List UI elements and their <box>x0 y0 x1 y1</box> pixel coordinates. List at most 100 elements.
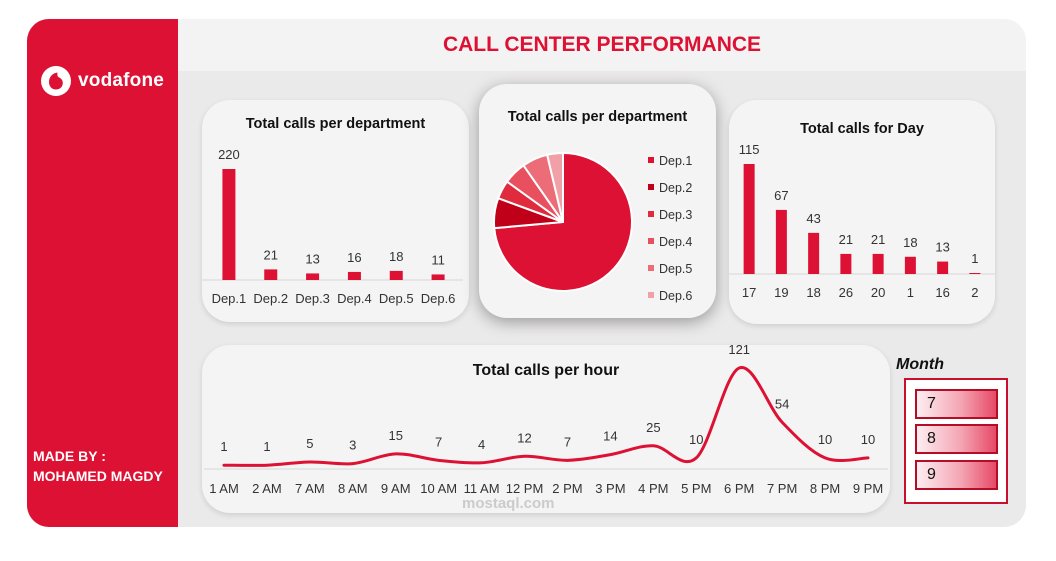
data-label: 67 <box>774 188 788 203</box>
data-label: 10 <box>689 432 703 447</box>
x-tick-label: 7 PM <box>767 481 797 496</box>
chart-title: Total calls per department <box>245 116 426 132</box>
bar <box>775 209 787 274</box>
legend-label: Dep.5 <box>659 262 692 276</box>
x-tick-label: Dep.2 <box>253 291 288 306</box>
legend-label: Dep.1 <box>659 154 692 168</box>
bar <box>904 256 916 274</box>
bar <box>937 261 949 274</box>
x-tick-label: 9 AM <box>381 481 411 496</box>
legend-label: Dep.4 <box>659 235 692 249</box>
x-tick-label: Dep.6 <box>421 291 456 306</box>
dept-bar-chart: 220 Dep.1 21 Dep.2 13 Dep.3 16 Dep.4 18 Dep.5 11 De… <box>202 147 463 306</box>
x-tick-label: 1 AM <box>209 481 239 496</box>
x-tick-label: 1 <box>907 285 914 300</box>
month-slicer-label: Month <box>896 356 944 373</box>
legend-swatch <box>648 157 654 163</box>
watermark: mostaql.com <box>462 495 555 512</box>
bar <box>969 273 981 274</box>
bar <box>306 273 320 280</box>
bar <box>347 271 361 280</box>
bar <box>222 169 236 280</box>
x-tick-label: 3 PM <box>595 481 625 496</box>
data-label: 1 <box>220 439 227 454</box>
x-tick-label: 26 <box>839 285 853 300</box>
dept-pie-chart: Dep.1 Dep.2 Dep.3 Dep.4 Dep.5 Dep.6 <box>493 151 692 303</box>
x-tick-label: 4 PM <box>638 481 668 496</box>
credits: MADE BY : MOHAMED MAGDY <box>33 446 163 486</box>
x-tick-label: 16 <box>935 285 949 300</box>
bar <box>872 253 884 274</box>
month-option-9[interactable]: 9 <box>915 460 998 490</box>
data-label: 16 <box>347 250 361 265</box>
x-tick-label: 2 <box>971 285 978 300</box>
title-bar: CALL CENTER PERFORMANCE <box>178 19 1026 71</box>
bar <box>389 270 403 280</box>
data-label: 21 <box>871 232 885 247</box>
data-label: 121 <box>728 345 750 357</box>
data-label: 54 <box>775 396 789 411</box>
x-tick-label: Dep.1 <box>212 291 247 306</box>
chart-title: Total calls for Day <box>800 121 924 137</box>
pie-slice <box>545 151 564 223</box>
data-label: 18 <box>903 235 917 250</box>
x-tick-label: Dep.3 <box>295 291 330 306</box>
data-label: 1 <box>263 439 270 454</box>
data-label: 220 <box>218 147 240 162</box>
legend-swatch <box>648 292 654 298</box>
month-slicer: 7 8 9 <box>904 378 1008 504</box>
x-tick-label: Dep.5 <box>379 291 414 306</box>
data-label: 12 <box>517 430 531 445</box>
bar <box>840 253 852 274</box>
data-label: 13 <box>305 251 319 266</box>
data-label: 10 <box>818 432 832 447</box>
month-option-8[interactable]: 8 <box>915 424 998 454</box>
data-label: 1 <box>971 251 978 266</box>
x-tick-label: 7 AM <box>295 481 325 496</box>
vodafone-logo-icon <box>41 66 71 96</box>
month-option-7[interactable]: 7 <box>915 389 998 419</box>
data-label: 10 <box>861 432 875 447</box>
legend-swatch <box>648 238 654 244</box>
day-bar-chart: 115 17 67 19 43 18 21 26 21 20 18 1 13 16 1 2 <box>729 142 995 300</box>
author-name: MOHAMED MAGDY <box>33 468 163 484</box>
legend-swatch <box>648 211 654 217</box>
x-tick-label: 6 PM <box>724 481 754 496</box>
chart-title: Total calls per hour <box>472 362 620 379</box>
legend-label: Dep.3 <box>659 208 692 222</box>
data-label: 15 <box>388 428 402 443</box>
x-tick-label: 9 PM <box>853 481 883 496</box>
bar <box>743 164 755 274</box>
x-tick-label: 8 AM <box>338 481 368 496</box>
data-label: 43 <box>806 211 820 226</box>
data-label: 7 <box>435 434 442 449</box>
data-label: 21 <box>839 232 853 247</box>
data-label: 25 <box>646 420 660 435</box>
x-tick-label: 8 PM <box>810 481 840 496</box>
series-line <box>222 366 870 467</box>
legend-swatch <box>648 265 654 271</box>
data-label: 14 <box>603 429 617 444</box>
x-tick-label: 19 <box>774 285 788 300</box>
data-label: 21 <box>264 247 278 262</box>
legend-label: Dep.2 <box>659 181 692 195</box>
data-label: 4 <box>478 437 485 452</box>
legend-swatch <box>648 184 654 190</box>
sidebar: vodafone MADE BY : MOHAMED MAGDY <box>27 19 178 527</box>
vodafone-logo: vodafone <box>40 65 164 97</box>
x-tick-label: 11 AM <box>464 481 500 496</box>
bar <box>431 274 445 280</box>
dept-bar-chart-card: Total calls per department 220 Dep.1 21 Dep… <box>202 100 469 322</box>
bar <box>808 232 820 274</box>
data-label: 3 <box>349 438 356 453</box>
data-label: 5 <box>306 436 313 451</box>
data-label: 18 <box>389 249 403 264</box>
data-label: 115 <box>739 142 760 157</box>
x-tick-label: 2 PM <box>552 481 582 496</box>
bar <box>264 269 278 280</box>
data-label: 7 <box>564 434 571 449</box>
day-bar-chart-card: Total calls for Day 115 17 67 19 43 18 21 26 21 2… <box>729 100 995 324</box>
x-tick-label: Dep.4 <box>337 291 372 306</box>
